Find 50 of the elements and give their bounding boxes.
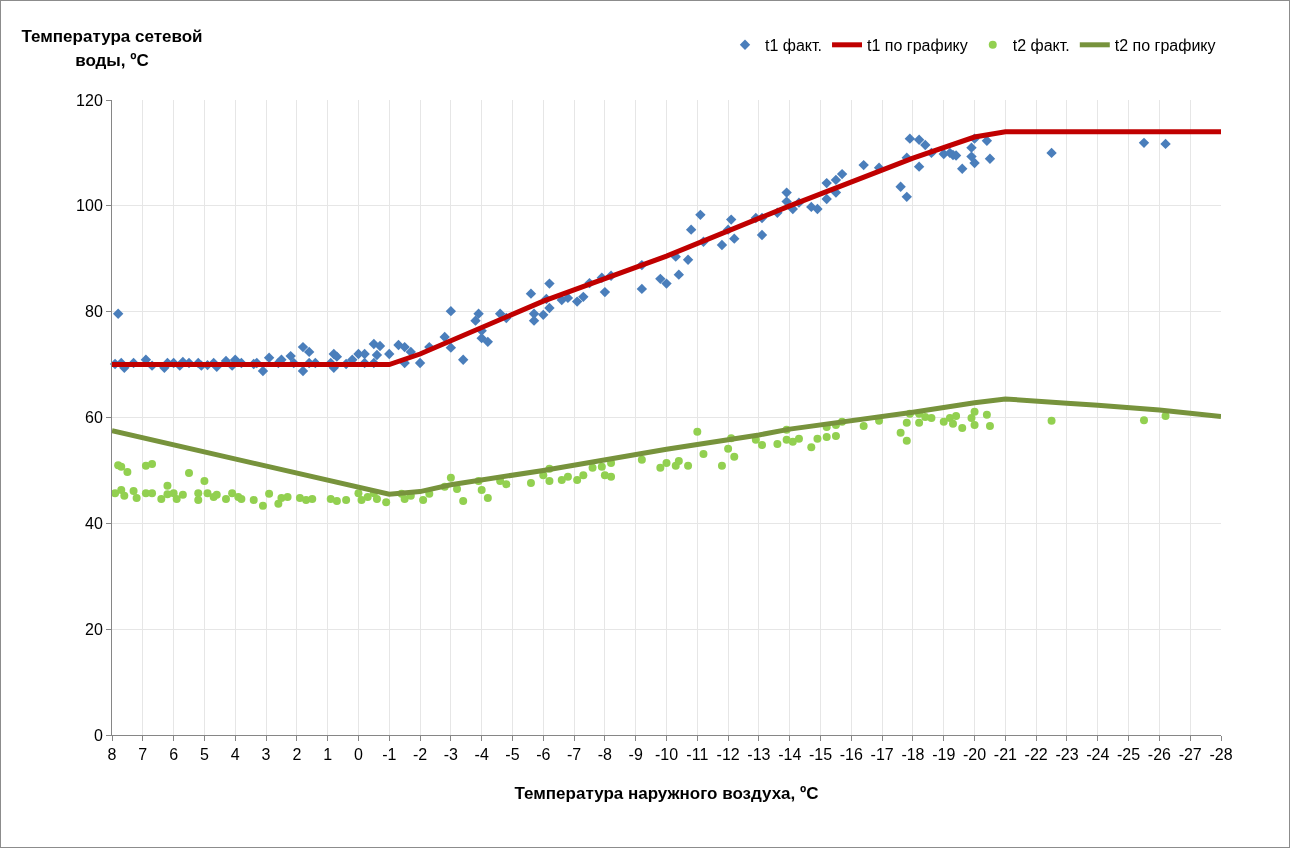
y-tick-label: 100 <box>76 197 103 215</box>
x-tick-label: 0 <box>353 746 363 764</box>
x-tick-label: -3 <box>443 746 459 764</box>
x-tick-label: -11 <box>686 746 709 764</box>
x-tick-label: -19 <box>932 746 956 764</box>
y-tick-label: 0 <box>93 726 103 744</box>
legend-label: t2 факт. <box>1012 37 1070 55</box>
legend-label: t2 по графику <box>1114 37 1216 55</box>
x-axis-title: Температура наружного воздуха, ºC <box>514 783 819 803</box>
x-tick-label: 1 <box>323 746 333 764</box>
legend-label: t1 по графику <box>867 37 968 55</box>
y-tick-label: 80 <box>85 303 103 321</box>
x-tick-label: -9 <box>628 746 643 764</box>
x-tick-label: -14 <box>778 746 802 764</box>
x-tick-label: 4 <box>230 746 240 764</box>
y-tick-label: 120 <box>76 91 103 109</box>
x-tick-label: -16 <box>839 746 863 764</box>
x-tick-label: 3 <box>261 746 271 764</box>
x-tick-label: -17 <box>870 746 894 764</box>
x-tick-label: 5 <box>199 746 209 764</box>
y-tick-label: 40 <box>85 514 103 532</box>
x-tick-label: 7 <box>138 746 148 764</box>
x-tick-label: -22 <box>1024 746 1048 764</box>
x-tick-label: -12 <box>716 746 740 764</box>
x-tick-label: 2 <box>292 746 302 764</box>
x-tick-label: -8 <box>597 746 613 764</box>
x-tick-label: -4 <box>474 746 489 764</box>
x-tick-label: -28 <box>1209 746 1233 764</box>
x-tick-label: -20 <box>963 746 987 764</box>
x-tick-label: -24 <box>1086 746 1110 764</box>
x-tick-label: 8 <box>107 746 117 764</box>
y-axis-title: Температура сетевой воды, ºC <box>20 26 204 72</box>
x-tick-label: -13 <box>747 746 771 764</box>
x-tick-label: -21 <box>993 746 1018 764</box>
x-tick-label: -25 <box>1117 746 1141 764</box>
x-tick-label: -15 <box>808 746 833 764</box>
y-tick-label: 60 <box>85 409 103 427</box>
x-tick-label: -26 <box>1147 746 1172 764</box>
x-tick-label: -6 <box>536 746 551 764</box>
x-tick-label: -23 <box>1055 746 1079 764</box>
x-tick-label: -5 <box>505 746 520 764</box>
x-tick-label: -2 <box>412 746 428 764</box>
x-tick-label: -1 <box>382 746 397 764</box>
x-tick-label: -27 <box>1178 746 1202 764</box>
y-tick-label: 20 <box>85 620 103 638</box>
legend-label: t1 факт. <box>765 37 823 55</box>
x-tick-label: -18 <box>901 746 925 764</box>
x-tick-label: 6 <box>169 746 179 764</box>
x-tick-label: -7 <box>566 746 582 764</box>
x-tick-label: -10 <box>654 746 679 764</box>
